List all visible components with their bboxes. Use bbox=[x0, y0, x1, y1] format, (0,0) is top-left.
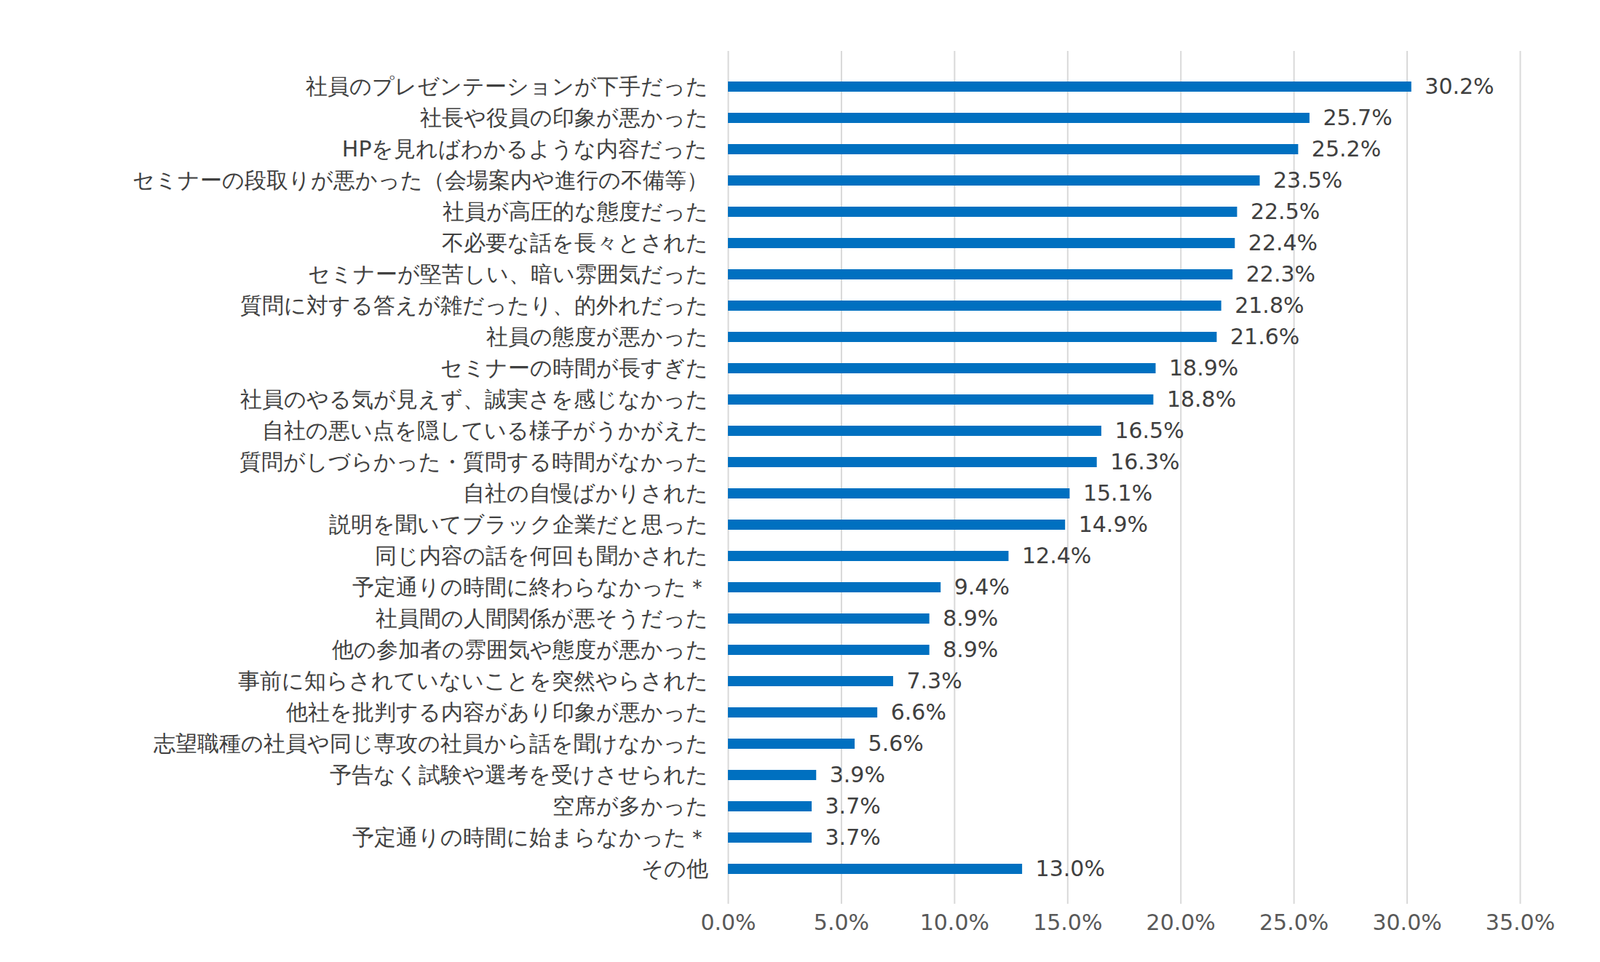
svg-text:予定通りの時間に終わらなかった＊: 予定通りの時間に終わらなかった＊ bbox=[352, 574, 709, 600]
svg-text:3.7%: 3.7% bbox=[825, 824, 881, 851]
svg-text:自社の自慢ばかりされた: 自社の自慢ばかりされた bbox=[462, 480, 709, 506]
svg-text:3.9%: 3.9% bbox=[829, 762, 886, 788]
svg-text:志望職種の社員や同じ専攻の社員から話を聞けなかった: 志望職種の社員や同じ専攻の社員から話を聞けなかった bbox=[153, 730, 709, 757]
svg-text:3.7%: 3.7% bbox=[825, 793, 881, 819]
svg-text:セミナーの段取りが悪かった（会場案内や進行の不備等）: セミナーの段取りが悪かった（会場案内や進行の不備等） bbox=[132, 167, 709, 193]
svg-text:14.9%: 14.9% bbox=[1078, 511, 1148, 538]
svg-text:25.2%: 25.2% bbox=[1311, 136, 1381, 162]
svg-text:0.0%: 0.0% bbox=[700, 909, 756, 936]
svg-text:22.3%: 22.3% bbox=[1246, 261, 1316, 287]
svg-text:同じ内容の話を何回も聞かされた: 同じ内容の話を何回も聞かされた bbox=[374, 543, 709, 569]
svg-text:20.0%: 20.0% bbox=[1146, 909, 1216, 936]
svg-text:25.0%: 25.0% bbox=[1259, 909, 1329, 936]
svg-text:不必要な話を長々とされた: 不必要な話を長々とされた bbox=[441, 230, 709, 256]
svg-text:社長や役員の印象が悪かった: 社長や役員の印象が悪かった bbox=[420, 104, 709, 131]
svg-text:16.5%: 16.5% bbox=[1114, 417, 1184, 444]
svg-text:社員間の人間関係が悪そうだった: 社員間の人間関係が悪そうだった bbox=[375, 605, 709, 632]
svg-text:18.8%: 18.8% bbox=[1166, 386, 1237, 413]
svg-text:予定通りの時間に始まらなかった＊: 予定通りの時間に始まらなかった＊ bbox=[352, 824, 709, 851]
svg-text:社員の態度が悪かった: 社員の態度が悪かった bbox=[486, 323, 709, 350]
svg-text:13.0%: 13.0% bbox=[1035, 856, 1106, 882]
svg-text:空席が多かった: 空席が多かった bbox=[552, 793, 709, 819]
svg-text:21.8%: 21.8% bbox=[1234, 292, 1304, 319]
svg-text:質問に対する答えが雑だったり、的外れだった: 質問に対する答えが雑だったり、的外れだった bbox=[240, 292, 709, 319]
svg-text:5.6%: 5.6% bbox=[868, 730, 924, 757]
svg-text:社員のやる気が見えず、誠実さを感じなかった: 社員のやる気が見えず、誠実さを感じなかった bbox=[240, 386, 709, 413]
svg-text:12.4%: 12.4% bbox=[1022, 543, 1092, 569]
svg-text:35.0%: 35.0% bbox=[1485, 909, 1555, 936]
svg-text:質問がしづらかった・質問する時間がなかった: 質問がしづらかった・質問する時間がなかった bbox=[239, 449, 709, 475]
svg-text:7.3%: 7.3% bbox=[906, 668, 962, 694]
svg-text:10.0%: 10.0% bbox=[920, 909, 990, 936]
svg-text:15.1%: 15.1% bbox=[1083, 480, 1153, 506]
svg-text:自社の悪い点を隠している様子がうかがえた: 自社の悪い点を隠している様子がうかがえた bbox=[262, 417, 709, 444]
svg-text:25.7%: 25.7% bbox=[1322, 104, 1392, 131]
svg-text:その他: その他 bbox=[641, 856, 709, 882]
svg-text:8.9%: 8.9% bbox=[942, 605, 998, 632]
svg-text:他の参加者の雰囲気や態度が悪かった: 他の参加者の雰囲気や態度が悪かった bbox=[331, 636, 709, 663]
svg-text:15.0%: 15.0% bbox=[1032, 909, 1103, 936]
svg-text:9.4%: 9.4% bbox=[954, 574, 1010, 600]
svg-text:社員のプレゼンテーションが下手だった: 社員のプレゼンテーションが下手だった bbox=[305, 73, 709, 99]
svg-text:22.4%: 22.4% bbox=[1248, 230, 1318, 256]
svg-text:22.5%: 22.5% bbox=[1250, 198, 1320, 225]
svg-text:予告なく試験や選考を受けさせられた: 予告なく試験や選考を受けさせられた bbox=[329, 762, 709, 788]
svg-text:21.6%: 21.6% bbox=[1230, 323, 1300, 350]
svg-text:30.0%: 30.0% bbox=[1372, 909, 1442, 936]
svg-text:HPを見ればわかるような内容だった: HPを見ればわかるような内容だった bbox=[342, 136, 709, 162]
svg-text:6.6%: 6.6% bbox=[890, 699, 947, 726]
svg-text:他社を批判する内容があり印象が悪かった: 他社を批判する内容があり印象が悪かった bbox=[286, 699, 709, 726]
svg-text:説明を聞いてブラック企業だと思った: 説明を聞いてブラック企業だと思った bbox=[329, 511, 709, 538]
svg-text:セミナーの時間が長すぎた: セミナーの時間が長すぎた bbox=[440, 355, 709, 381]
svg-text:社員が高圧的な態度だった: 社員が高圧的な態度だった bbox=[442, 198, 709, 225]
svg-text:セミナーが堅苦しい、暗い雰囲気だった: セミナーが堅苦しい、暗い雰囲気だった bbox=[307, 261, 709, 287]
svg-text:8.9%: 8.9% bbox=[942, 636, 998, 663]
svg-text:16.3%: 16.3% bbox=[1110, 449, 1180, 475]
svg-text:事前に知らされていないことを突然やらされた: 事前に知らされていないことを突然やらされた bbox=[238, 668, 709, 694]
svg-text:23.5%: 23.5% bbox=[1273, 167, 1343, 193]
svg-text:5.0%: 5.0% bbox=[813, 909, 870, 936]
svg-text:30.2%: 30.2% bbox=[1424, 73, 1494, 99]
svg-text:18.9%: 18.9% bbox=[1169, 355, 1239, 381]
